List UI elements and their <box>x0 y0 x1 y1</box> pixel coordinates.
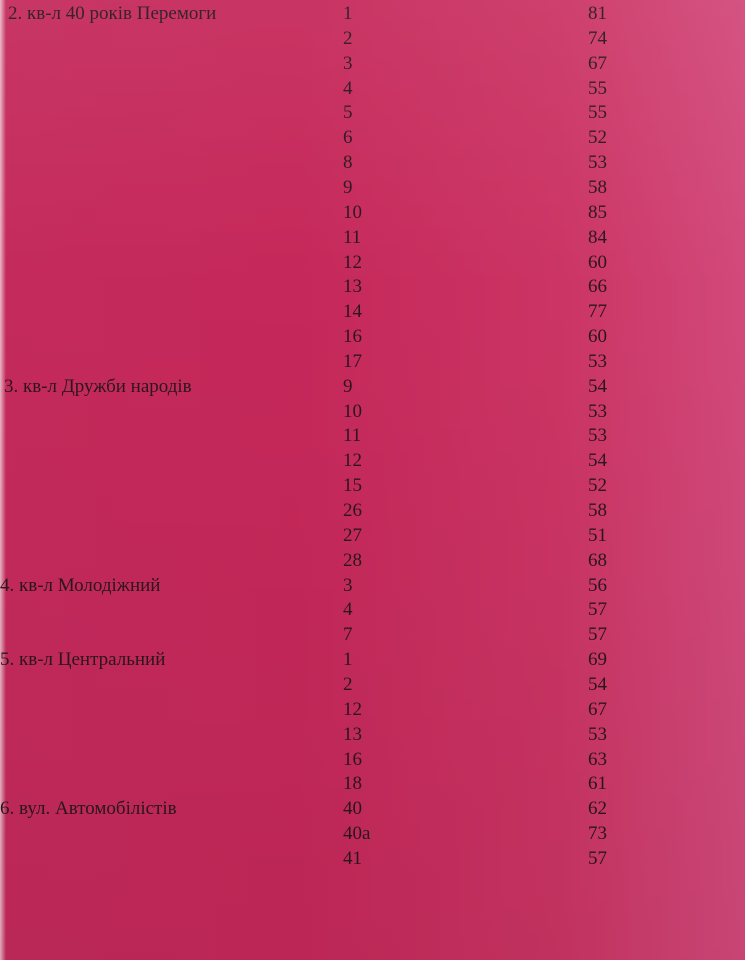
house-number: 14 <box>343 301 362 323</box>
value: 69 <box>588 649 607 671</box>
house-number: 7 <box>343 624 353 646</box>
house-number: 28 <box>343 549 362 571</box>
house-number: 17 <box>343 350 362 372</box>
value: 54 <box>588 450 607 472</box>
house-number: 16 <box>343 326 362 348</box>
group-label: 3. кв-л Дружби народів <box>4 375 192 397</box>
value: 53 <box>588 350 607 372</box>
house-number: 1 <box>343 3 353 24</box>
group-label: 6. вул. Автомобілістів <box>0 798 177 820</box>
group-label: 4. кв-л Молодіжний <box>0 574 161 596</box>
value: 54 <box>588 375 607 397</box>
value: 73 <box>588 823 607 845</box>
house-number: 16 <box>343 748 362 770</box>
house-number: 12 <box>343 450 362 472</box>
value: 57 <box>588 599 607 621</box>
value: 60 <box>588 251 607 273</box>
house-number: 3 <box>343 52 353 74</box>
house-number: 10 <box>343 400 362 422</box>
house-number: 5 <box>343 102 353 124</box>
house-number: 40a <box>343 823 371 845</box>
house-number: 8 <box>343 152 353 174</box>
house-number: 1 <box>343 649 353 671</box>
value: 67 <box>588 698 607 720</box>
house-number: 15 <box>343 475 362 497</box>
value: 57 <box>588 624 607 646</box>
value: 85 <box>588 201 607 223</box>
value: 68 <box>588 549 607 571</box>
group-label: 5. кв-л Центральний <box>0 649 166 671</box>
house-number: 13 <box>343 276 362 298</box>
house-number: 2 <box>343 27 353 49</box>
value: 60 <box>588 326 607 348</box>
value: 53 <box>588 152 607 174</box>
value: 63 <box>588 748 607 770</box>
value: 84 <box>588 226 607 248</box>
house-number: 41 <box>343 847 362 869</box>
value: 61 <box>588 773 607 795</box>
house-number: 11 <box>343 425 362 447</box>
value: 62 <box>588 798 607 820</box>
value: 53 <box>588 425 607 447</box>
value: 52 <box>588 475 607 497</box>
group-label: 2. кв-л 40 років Перемоги <box>8 3 217 24</box>
value: 53 <box>588 723 607 745</box>
value: 66 <box>588 276 607 298</box>
value: 58 <box>588 500 607 521</box>
house-number: 4 <box>343 77 353 99</box>
value: 77 <box>588 301 607 323</box>
value: 55 <box>588 102 607 124</box>
house-number: 10 <box>343 201 362 223</box>
value: 54 <box>588 673 607 695</box>
house-number: 12 <box>343 251 362 273</box>
value: 81 <box>588 3 607 24</box>
house-number: 13 <box>343 723 362 745</box>
house-number: 18 <box>343 773 362 795</box>
value: 58 <box>588 176 607 198</box>
house-number: 40 <box>343 798 362 820</box>
value: 67 <box>588 52 607 74</box>
value: 55 <box>588 77 607 99</box>
house-number: 11 <box>343 226 362 248</box>
value: 56 <box>588 574 607 596</box>
value: 51 <box>588 524 607 546</box>
value: 52 <box>588 127 607 149</box>
house-number: 3 <box>343 574 353 596</box>
value: 74 <box>588 27 607 49</box>
house-number: 9 <box>343 176 353 198</box>
house-number: 4 <box>343 599 353 621</box>
value: 53 <box>588 400 607 422</box>
house-number: 27 <box>343 524 362 546</box>
house-number: 9 <box>343 375 353 397</box>
house-number: 12 <box>343 698 362 720</box>
house-number: 6 <box>343 127 353 149</box>
house-number: 2 <box>343 673 353 695</box>
value: 57 <box>588 847 607 869</box>
house-number: 26 <box>343 500 362 521</box>
